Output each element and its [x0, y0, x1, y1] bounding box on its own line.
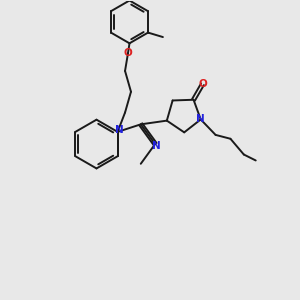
Text: N: N [152, 140, 161, 151]
Text: N: N [115, 125, 124, 135]
Text: N: N [196, 114, 205, 124]
Text: O: O [124, 48, 132, 58]
Text: O: O [198, 79, 207, 89]
